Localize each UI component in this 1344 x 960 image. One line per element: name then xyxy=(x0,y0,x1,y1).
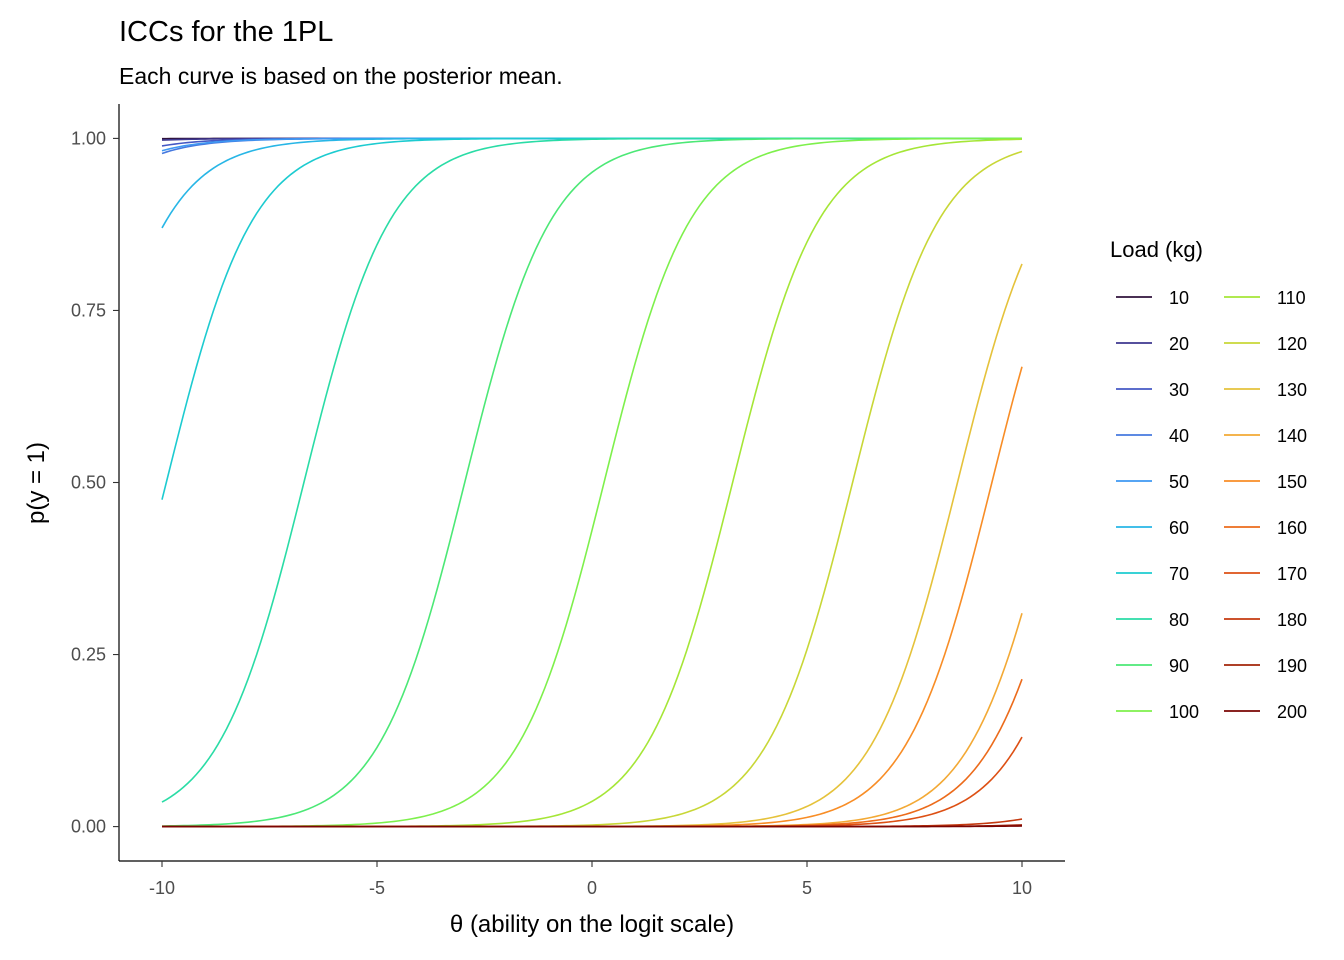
x-ticks: -10 -5 0 5 10 xyxy=(149,861,1032,898)
legend-label-80: 80 xyxy=(1169,610,1189,630)
y-tick-label: 0.50 xyxy=(71,473,106,493)
legend: Load (kg) 10 20 30 40 50 60 70 80 90 100 110 120 130… xyxy=(1110,237,1307,722)
series-line-50 xyxy=(161,137,1022,152)
legend-label-10: 10 xyxy=(1169,288,1189,308)
legend-label-20: 20 xyxy=(1169,334,1189,354)
legend-label-190: 190 xyxy=(1277,656,1307,676)
legend-label-100: 100 xyxy=(1169,702,1199,722)
series-line-120 xyxy=(162,150,1023,828)
series-line-100 xyxy=(161,137,1022,828)
x-axis-title: θ (ability on the logit scale) xyxy=(450,911,734,938)
y-tick-label: 0.75 xyxy=(71,300,106,320)
series-line-40 xyxy=(161,137,1022,155)
y-axis-title: p(y = 1) xyxy=(23,442,50,524)
series-line-130 xyxy=(162,263,1023,828)
legend-label-40: 40 xyxy=(1169,426,1189,446)
legend-label-130: 130 xyxy=(1277,380,1307,400)
legend-label-150: 150 xyxy=(1277,472,1307,492)
x-tick-label: -10 xyxy=(149,878,175,898)
legend-label-70: 70 xyxy=(1169,564,1189,584)
series-line-200 xyxy=(162,825,1023,828)
legend-title: Load (kg) xyxy=(1110,237,1203,262)
legend-label-30: 30 xyxy=(1169,380,1189,400)
legend-label-110: 110 xyxy=(1277,288,1306,308)
legend-label-200: 200 xyxy=(1277,702,1307,722)
y-tick-label: 0.00 xyxy=(71,817,106,837)
series-line-110 xyxy=(162,138,1023,828)
legend-label-60: 60 xyxy=(1169,518,1189,538)
legend-label-50: 50 xyxy=(1169,472,1189,492)
plot-lines xyxy=(161,137,1023,828)
x-tick-label: 0 xyxy=(587,878,597,898)
x-tick-label: -5 xyxy=(369,878,385,898)
legend-label-160: 160 xyxy=(1277,518,1307,538)
y-tick-label: 1.00 xyxy=(71,128,106,148)
series-line-170 xyxy=(162,736,1023,828)
series-line-150 xyxy=(162,366,1023,828)
x-tick-label: 10 xyxy=(1012,878,1032,898)
series-line-140 xyxy=(162,613,1023,828)
series-line-90 xyxy=(161,137,1022,827)
y-tick-label: 0.25 xyxy=(71,645,106,665)
y-ticks: 0.00 0.25 0.50 0.75 1.00 xyxy=(71,128,119,837)
chart-title: ICCs for the 1PL xyxy=(119,16,333,48)
x-tick-label: 5 xyxy=(802,878,812,898)
series-line-60 xyxy=(161,137,1022,229)
series-line-70 xyxy=(161,137,1022,500)
chart-subtitle: Each curve is based on the posterior mea… xyxy=(119,63,563,89)
legend-label-180: 180 xyxy=(1277,610,1307,630)
legend-label-90: 90 xyxy=(1169,656,1189,676)
legend-label-120: 120 xyxy=(1277,334,1307,354)
legend-label-140: 140 xyxy=(1277,426,1307,446)
legend-items: 10 20 30 40 50 60 70 80 90 100 110 120 130 140 150 160 1… xyxy=(1116,288,1307,722)
legend-label-170: 170 xyxy=(1277,564,1307,584)
